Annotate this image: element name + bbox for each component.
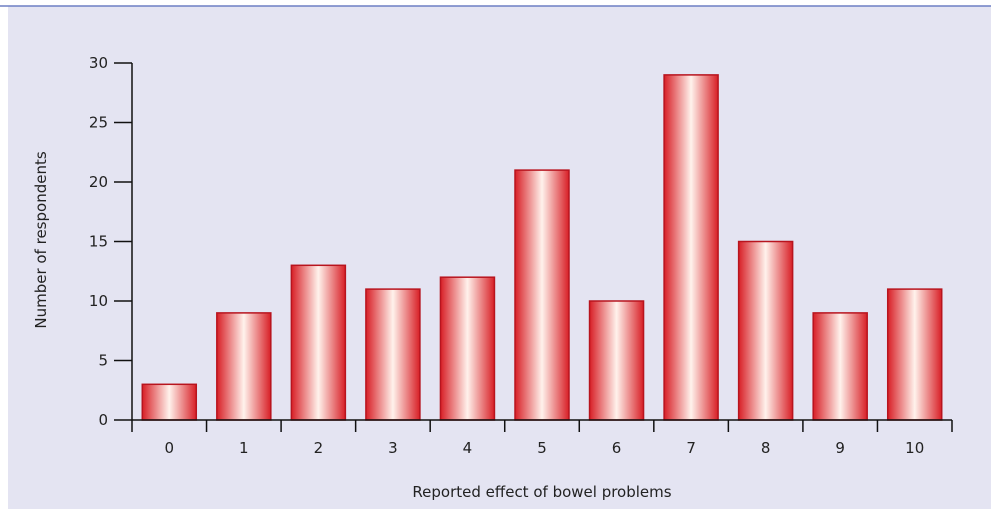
y-tick-label: 25: [89, 114, 108, 132]
y-tick-label: 20: [89, 173, 108, 191]
x-tick-label: 4: [463, 439, 473, 457]
y-axis: 0 5 10 15 20 25 30: [89, 54, 133, 429]
bar-2: [290, 264, 347, 421]
bars: [141, 74, 943, 421]
bar-0: [141, 383, 198, 421]
bar-7: [663, 74, 719, 421]
y-tick-label: 30: [89, 54, 108, 72]
y-axis-title: Number of respondents: [32, 151, 50, 328]
x-axis: 0 1 2 3 4 5 6 7 8 9 10: [131, 419, 953, 457]
bar-8: [737, 240, 794, 421]
bar-1: [216, 312, 272, 421]
x-tick-label: 9: [835, 439, 845, 457]
bar-6: [588, 300, 645, 421]
x-tick-label: 10: [905, 439, 924, 457]
y-tick-label: 10: [89, 292, 108, 310]
x-axis-title: Reported effect of bowel problems: [412, 483, 671, 501]
bar-9: [812, 312, 868, 421]
x-tick-label: 6: [612, 439, 622, 457]
bar-3: [365, 288, 421, 421]
bar-5: [514, 169, 570, 421]
y-tick-label: 5: [98, 352, 108, 370]
x-tick-label: 2: [314, 439, 324, 457]
x-tick-label: 3: [388, 439, 398, 457]
bar-4: [439, 276, 496, 421]
y-tick-label: 0: [98, 411, 108, 429]
x-tick-label: 1: [239, 439, 249, 457]
chart-background: [8, 6, 991, 509]
x-tick-label: 0: [164, 439, 174, 457]
bar-10: [886, 288, 943, 421]
x-tick-label: 5: [537, 439, 547, 457]
x-tick-label: 8: [761, 439, 771, 457]
x-tick-label: 7: [686, 439, 696, 457]
y-tick-label: 15: [89, 233, 108, 251]
